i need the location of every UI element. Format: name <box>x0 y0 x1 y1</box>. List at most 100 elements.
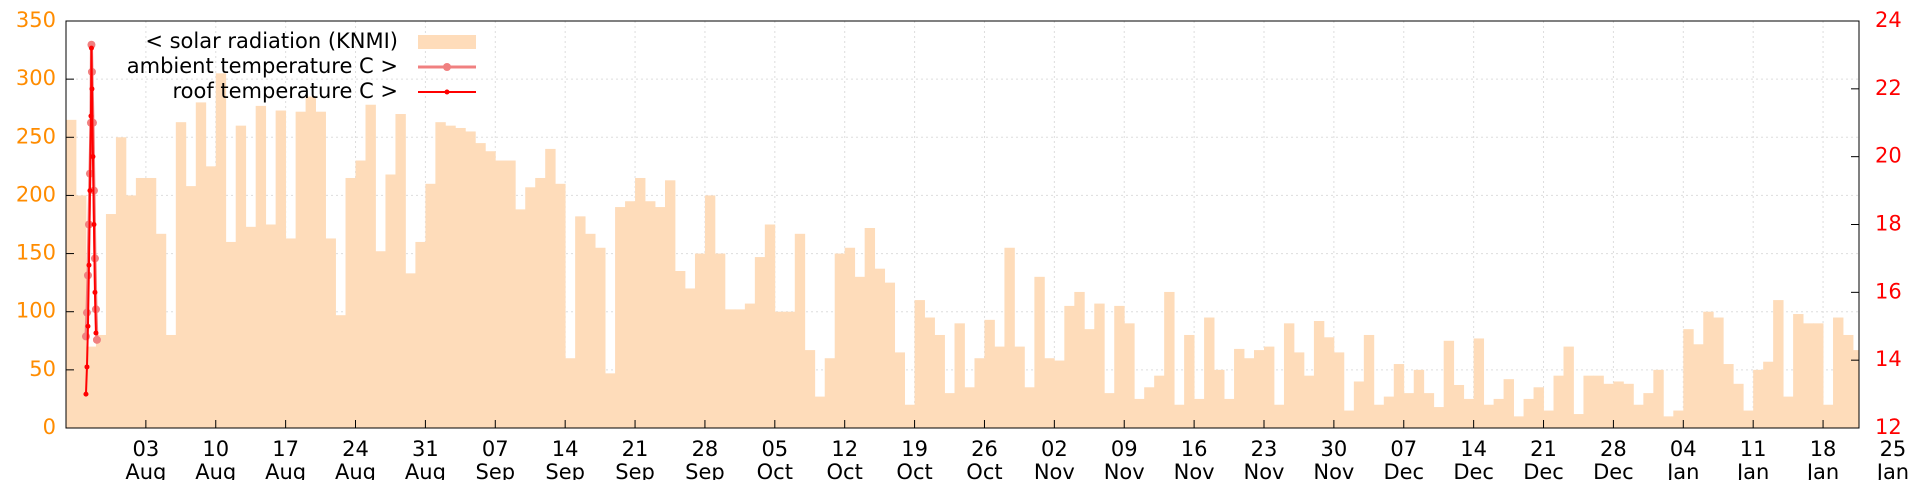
x-tick-label: Sep <box>615 460 655 480</box>
line <box>84 48 97 395</box>
legend-label: < solar radiation (KNMI) <box>145 29 398 53</box>
x-tick-label: 10 <box>202 437 229 461</box>
bar <box>974 358 985 428</box>
bar <box>175 122 187 428</box>
bar <box>385 174 396 428</box>
bar <box>874 268 886 428</box>
bars <box>66 73 1860 429</box>
bar <box>95 334 107 428</box>
x-tick-label: Dec <box>1453 460 1494 480</box>
bar <box>744 303 756 428</box>
bar <box>1813 323 1824 428</box>
y2-tick-label: 20 <box>1875 144 1902 168</box>
y2-tick-label: 12 <box>1875 415 1902 439</box>
bar <box>1004 247 1015 428</box>
bar <box>824 358 836 428</box>
bar <box>1503 379 1514 428</box>
bar <box>1773 300 1784 428</box>
bar <box>1653 369 1664 428</box>
point <box>84 364 90 370</box>
bar <box>1114 305 1125 428</box>
bar <box>1693 344 1704 428</box>
bar <box>804 350 816 428</box>
bar <box>265 224 277 428</box>
x-tick-label: Aug <box>405 460 446 480</box>
bar <box>75 195 87 428</box>
bar <box>1273 404 1285 428</box>
bar <box>1623 383 1634 428</box>
x-tick-label: Oct <box>896 460 932 480</box>
bar <box>235 125 247 429</box>
bar <box>1843 334 1854 428</box>
bar <box>1363 334 1375 428</box>
x-tick-label: 12 <box>831 437 858 461</box>
bar <box>1323 337 1335 428</box>
bar <box>1303 375 1315 428</box>
x-tick-label: 09 <box>1111 437 1138 461</box>
x-tick-label: 18 <box>1810 437 1837 461</box>
bar <box>934 334 945 428</box>
x-tick-label: Nov <box>1313 460 1354 480</box>
bar <box>714 253 726 428</box>
bar <box>1313 321 1325 428</box>
bar <box>1283 323 1295 428</box>
x-tick-label: 25 <box>1880 437 1907 461</box>
bar <box>1803 323 1814 428</box>
bar <box>535 177 546 428</box>
bar <box>1543 410 1554 428</box>
bar <box>1763 361 1774 428</box>
bar <box>1074 291 1085 428</box>
bar <box>1603 383 1614 428</box>
bar <box>704 195 716 428</box>
bar <box>1134 398 1145 428</box>
point <box>93 330 99 336</box>
bar <box>924 317 935 428</box>
bar <box>245 226 257 428</box>
legend-marker <box>444 89 450 95</box>
bar <box>1593 375 1604 428</box>
bar <box>365 104 376 429</box>
bar <box>325 238 336 428</box>
bar <box>445 125 456 429</box>
bar <box>305 96 316 428</box>
bar <box>1104 393 1115 428</box>
bar <box>894 352 905 428</box>
bar <box>615 207 626 428</box>
bar <box>1333 352 1345 428</box>
bar <box>1713 317 1724 428</box>
bar <box>1254 350 1265 428</box>
x-tick-label: 04 <box>1670 437 1697 461</box>
bar <box>1853 350 1860 428</box>
y-tick-label: 50 <box>29 357 56 381</box>
bar <box>1413 369 1425 428</box>
y2-tick-label: 16 <box>1875 279 1902 303</box>
x-tick-label: 17 <box>272 437 299 461</box>
x-tick-label: 31 <box>412 437 439 461</box>
bar <box>125 195 137 428</box>
bar <box>1523 398 1534 428</box>
bar <box>415 241 426 428</box>
bar <box>1244 358 1255 428</box>
bar <box>185 186 197 428</box>
bar <box>515 209 526 428</box>
bar <box>585 233 596 428</box>
bar <box>1194 398 1205 428</box>
bar <box>195 102 207 429</box>
bar <box>635 177 646 428</box>
x-tick-label: Sep <box>475 460 515 480</box>
x-tick-label: 07 <box>1390 437 1417 461</box>
bar <box>395 114 406 429</box>
bar <box>784 311 796 428</box>
y2-tick-label: 22 <box>1875 76 1902 100</box>
bar <box>1433 407 1445 428</box>
bar <box>1453 384 1465 428</box>
x-tick-label: Aug <box>335 460 376 480</box>
y-tick-label: 300 <box>16 66 56 90</box>
bar <box>1673 410 1684 428</box>
bar <box>1663 416 1674 428</box>
bar <box>664 180 676 428</box>
x-tick-label: Dec <box>1383 460 1424 480</box>
x-tick-label: 11 <box>1740 437 1767 461</box>
bar <box>555 183 566 428</box>
y-tick-label: 150 <box>16 241 56 265</box>
